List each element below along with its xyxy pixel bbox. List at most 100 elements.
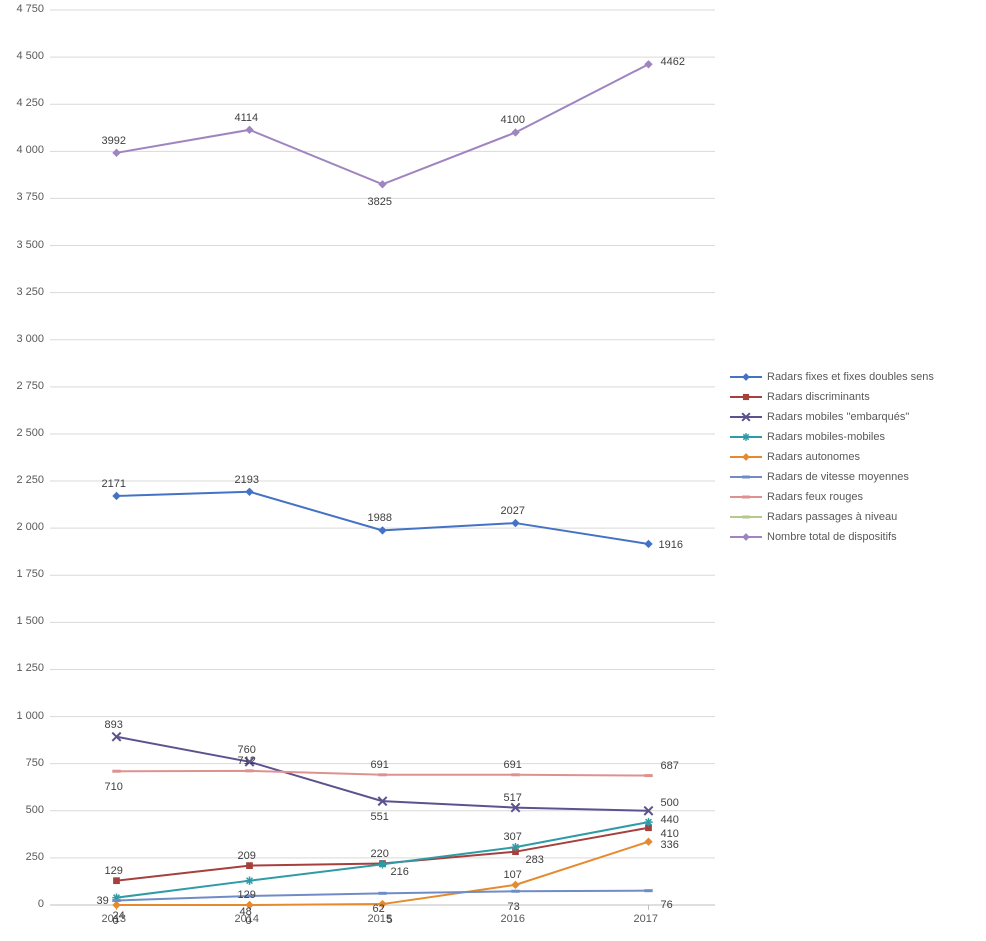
y-axis-tick-label: 1 500 [16, 615, 44, 627]
y-axis-tick-label: 1 750 [16, 568, 44, 580]
data-marker [511, 881, 519, 889]
y-axis-tick-label: 750 [26, 757, 44, 769]
y-axis-tick-label: 4 250 [16, 97, 44, 109]
data-point-label: 712 [238, 755, 256, 767]
data-point-label: 517 [504, 792, 522, 804]
y-axis-tick-label: 3 500 [16, 239, 44, 251]
data-marker [644, 540, 652, 548]
legend-item: Radars mobiles "embarqués" [730, 410, 934, 424]
y-axis-tick-label: 1 250 [16, 662, 44, 674]
data-marker [511, 128, 519, 136]
y-axis-tick-label: 500 [26, 804, 44, 816]
data-point-label: 1988 [368, 512, 392, 524]
y-axis-tick-label: 2 000 [16, 521, 44, 533]
data-marker [246, 862, 253, 869]
data-point-label: 283 [526, 854, 544, 866]
legend-swatch [730, 490, 762, 504]
legend-item: Radars feux rouges [730, 490, 934, 504]
x-axis-tick-label: 2016 [501, 913, 525, 925]
data-point-label: 5 [387, 914, 393, 926]
data-point-label: 2193 [235, 474, 259, 486]
legend-label: Radars fixes et fixes doubles sens [767, 371, 934, 383]
data-point-label: 2027 [501, 505, 525, 517]
legend-swatch [730, 470, 762, 484]
legend-label: Radars feux rouges [767, 491, 863, 503]
y-axis-tick-label: 250 [26, 851, 44, 863]
data-marker [378, 526, 386, 534]
data-point-label: 691 [371, 759, 389, 771]
data-marker [644, 60, 652, 68]
y-axis-tick-label: 2 750 [16, 380, 44, 392]
data-point-label: 24 [113, 910, 125, 922]
data-marker [112, 149, 120, 157]
legend-label: Radars autonomes [767, 451, 860, 463]
legend-swatch [730, 530, 762, 544]
legend-swatch [730, 450, 762, 464]
data-point-label: 440 [661, 814, 679, 826]
legend-label: Radars de vitesse moyennes [767, 471, 909, 483]
data-marker [742, 453, 750, 461]
data-point-label: 107 [504, 869, 522, 881]
data-marker [644, 818, 652, 826]
y-axis-tick-label: 3 750 [16, 191, 44, 203]
data-marker [113, 877, 120, 884]
data-point-label: 39 [97, 895, 109, 907]
data-point-label: 220 [371, 848, 389, 860]
data-marker [378, 180, 386, 188]
data-point-label: 687 [661, 760, 679, 772]
y-axis-tick-label: 4 000 [16, 144, 44, 156]
x-axis-tick-label: 2017 [634, 913, 658, 925]
chart-container: 0 250 500 750 1 000 1 250 1 500 1 750 2 000 2 250… [0, 0, 986, 941]
data-point-label: 2171 [102, 478, 126, 490]
legend: Radars fixes et fixes doubles sens Radars… [730, 370, 934, 550]
legend-item: Radars fixes et fixes doubles sens [730, 370, 934, 384]
data-point-label: 500 [661, 797, 679, 809]
data-point-label: 48 [240, 906, 252, 918]
data-point-label: 4100 [501, 114, 525, 126]
y-axis-tick-label: 0 [38, 898, 44, 910]
legend-label: Radars mobiles "embarqués" [767, 411, 909, 423]
data-point-label: 62 [373, 903, 385, 915]
data-point-label: 551 [371, 811, 389, 823]
legend-item: Radars discriminants [730, 390, 934, 404]
legend-item: Radars de vitesse moyennes [730, 470, 934, 484]
data-point-label: 4114 [235, 112, 259, 124]
data-point-label: 710 [105, 781, 123, 793]
y-axis-tick-label: 3 250 [16, 286, 44, 298]
legend-item: Nombre total de dispositifs [730, 530, 934, 544]
data-marker [742, 533, 750, 541]
y-axis-tick-label: 2 500 [16, 427, 44, 439]
legend-item: Radars autonomes [730, 450, 934, 464]
data-marker [742, 373, 750, 381]
data-marker [112, 492, 120, 500]
legend-label: Nombre total de dispositifs [767, 531, 897, 543]
data-point-label: 76 [661, 899, 673, 911]
data-point-label: 336 [661, 839, 679, 851]
legend-swatch [730, 390, 762, 404]
data-point-label: 691 [504, 759, 522, 771]
data-point-label: 129 [105, 865, 123, 877]
data-point-label: 307 [504, 831, 522, 843]
data-marker [112, 901, 120, 909]
legend-label: Radars mobiles-mobiles [767, 431, 885, 443]
data-point-label: 216 [391, 866, 409, 878]
data-point-label: 3825 [368, 196, 392, 208]
data-point-label: 73 [508, 901, 520, 913]
series-line [117, 64, 649, 184]
data-marker [511, 843, 519, 851]
y-axis-tick-label: 3 000 [16, 333, 44, 345]
legend-label: Radars discriminants [767, 391, 870, 403]
data-point-label: 3992 [102, 135, 126, 147]
y-axis-tick-label: 1 000 [16, 710, 44, 722]
data-marker [378, 860, 386, 868]
data-marker [743, 394, 749, 400]
y-axis-tick-label: 2 250 [16, 474, 44, 486]
data-marker [245, 126, 253, 134]
y-axis-tick-label: 4 750 [16, 3, 44, 15]
data-point-label: 209 [238, 850, 256, 862]
data-point-label: 1916 [659, 539, 683, 551]
data-marker [742, 433, 750, 441]
legend-item: Radars mobiles-mobiles [730, 430, 934, 444]
data-marker [644, 837, 652, 845]
y-axis-tick-label: 4 500 [16, 50, 44, 62]
